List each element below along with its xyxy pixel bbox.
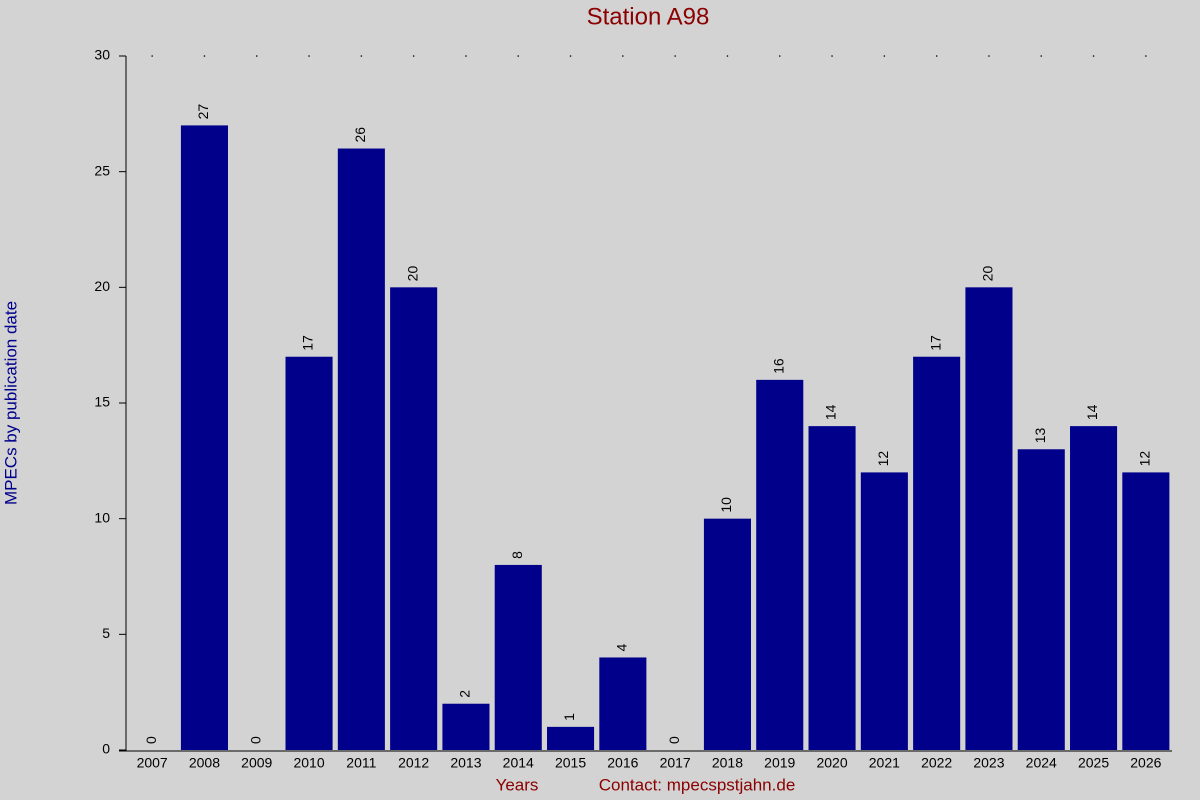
x-tick-label: 2020: [816, 755, 847, 771]
annotation: Contact: mpecspstjahn.de: [599, 775, 796, 794]
bar: [1017, 449, 1065, 750]
x-tick-label: 2019: [764, 755, 795, 771]
data-label: 17: [927, 335, 943, 351]
bar: [494, 564, 542, 750]
top-dot: [203, 55, 206, 57]
data-label: 20: [980, 266, 996, 282]
top-dot: [831, 55, 833, 57]
top-dot: [674, 55, 676, 57]
bar: [285, 356, 333, 750]
data-label: 0: [247, 736, 263, 744]
data-label: 12: [875, 451, 891, 467]
data-label: 26: [352, 127, 368, 143]
top-dot: [1092, 55, 1095, 57]
top-dot: [465, 55, 467, 57]
x-tick-label: 2012: [398, 755, 429, 771]
bar: [337, 148, 385, 751]
y-tick-label: 15: [94, 394, 110, 410]
bar: [808, 426, 856, 750]
y-tick-label: 30: [94, 47, 110, 63]
data-label: 2: [457, 690, 473, 698]
top-dot: [1145, 55, 1147, 57]
data-label: 12: [1137, 451, 1153, 467]
data-label: 8: [509, 551, 525, 559]
bar: [913, 356, 961, 750]
top-dot: [151, 55, 153, 57]
x-tick-label: 2008: [189, 755, 220, 771]
x-tick-label: 2022: [921, 755, 952, 771]
bar: [965, 287, 1013, 750]
x-tick-label: 2016: [607, 755, 638, 771]
y-tick-label: 0: [102, 741, 110, 757]
x-tick-label: 2010: [293, 755, 324, 771]
x-tick-label: 2009: [241, 755, 272, 771]
x-tick-label: 2014: [503, 755, 534, 771]
data-label: 0: [143, 736, 159, 744]
top-dot: [517, 55, 520, 57]
top-dot: [360, 55, 363, 57]
top-dot: [988, 55, 990, 57]
bar: [442, 703, 490, 750]
y-axis-label: MPECs by publication date: [1, 301, 20, 505]
top-dot: [569, 55, 572, 57]
data-label: 10: [718, 497, 734, 513]
top-dot: [883, 55, 886, 57]
x-tick-label: 2015: [555, 755, 586, 771]
data-label: 16: [770, 358, 786, 374]
bar: [1070, 426, 1118, 750]
bar: [180, 125, 228, 750]
chart-title: Station A98: [587, 3, 710, 30]
y-tick-label: 25: [94, 162, 110, 178]
y-tick-label: 5: [102, 625, 110, 641]
top-dot: [935, 55, 938, 57]
bar: [390, 287, 438, 750]
x-tick-label: 2013: [450, 755, 481, 771]
data-label: 14: [823, 404, 839, 420]
top-dot: [255, 55, 258, 57]
bar: [599, 657, 647, 750]
bar: [860, 472, 908, 750]
x-tick-label: 2024: [1026, 755, 1057, 771]
data-label: 0: [666, 736, 682, 744]
top-dot: [726, 55, 729, 57]
y-tick-label: 10: [94, 509, 110, 525]
top-dot: [622, 55, 624, 57]
top-dot: [778, 55, 781, 57]
data-label: 17: [300, 335, 316, 351]
bar: [703, 518, 751, 750]
top-dot: [412, 55, 415, 57]
data-label: 14: [1084, 404, 1100, 420]
data-label: 13: [1032, 427, 1048, 443]
x-tick-label: 2021: [869, 755, 900, 771]
top-dot: [308, 55, 310, 57]
x-tick-label: 2025: [1078, 755, 1109, 771]
bar: [547, 726, 595, 750]
bar: [756, 379, 804, 750]
x-axis-label: Years: [496, 775, 539, 794]
data-label: 20: [404, 266, 420, 282]
data-label: 27: [195, 104, 211, 120]
x-tick-label: 2023: [973, 755, 1004, 771]
y-tick-label: 20: [94, 278, 110, 294]
data-label: 4: [614, 643, 630, 651]
top-dot: [1040, 55, 1043, 57]
bar: [1122, 472, 1170, 750]
x-tick-label: 2011: [346, 755, 376, 771]
x-tick-label: 2026: [1130, 755, 1161, 771]
x-tick-label: 2018: [712, 755, 743, 771]
x-tick-label: 2017: [660, 755, 691, 771]
x-tick-label: 2007: [137, 755, 168, 771]
data-label: 1: [561, 713, 577, 721]
